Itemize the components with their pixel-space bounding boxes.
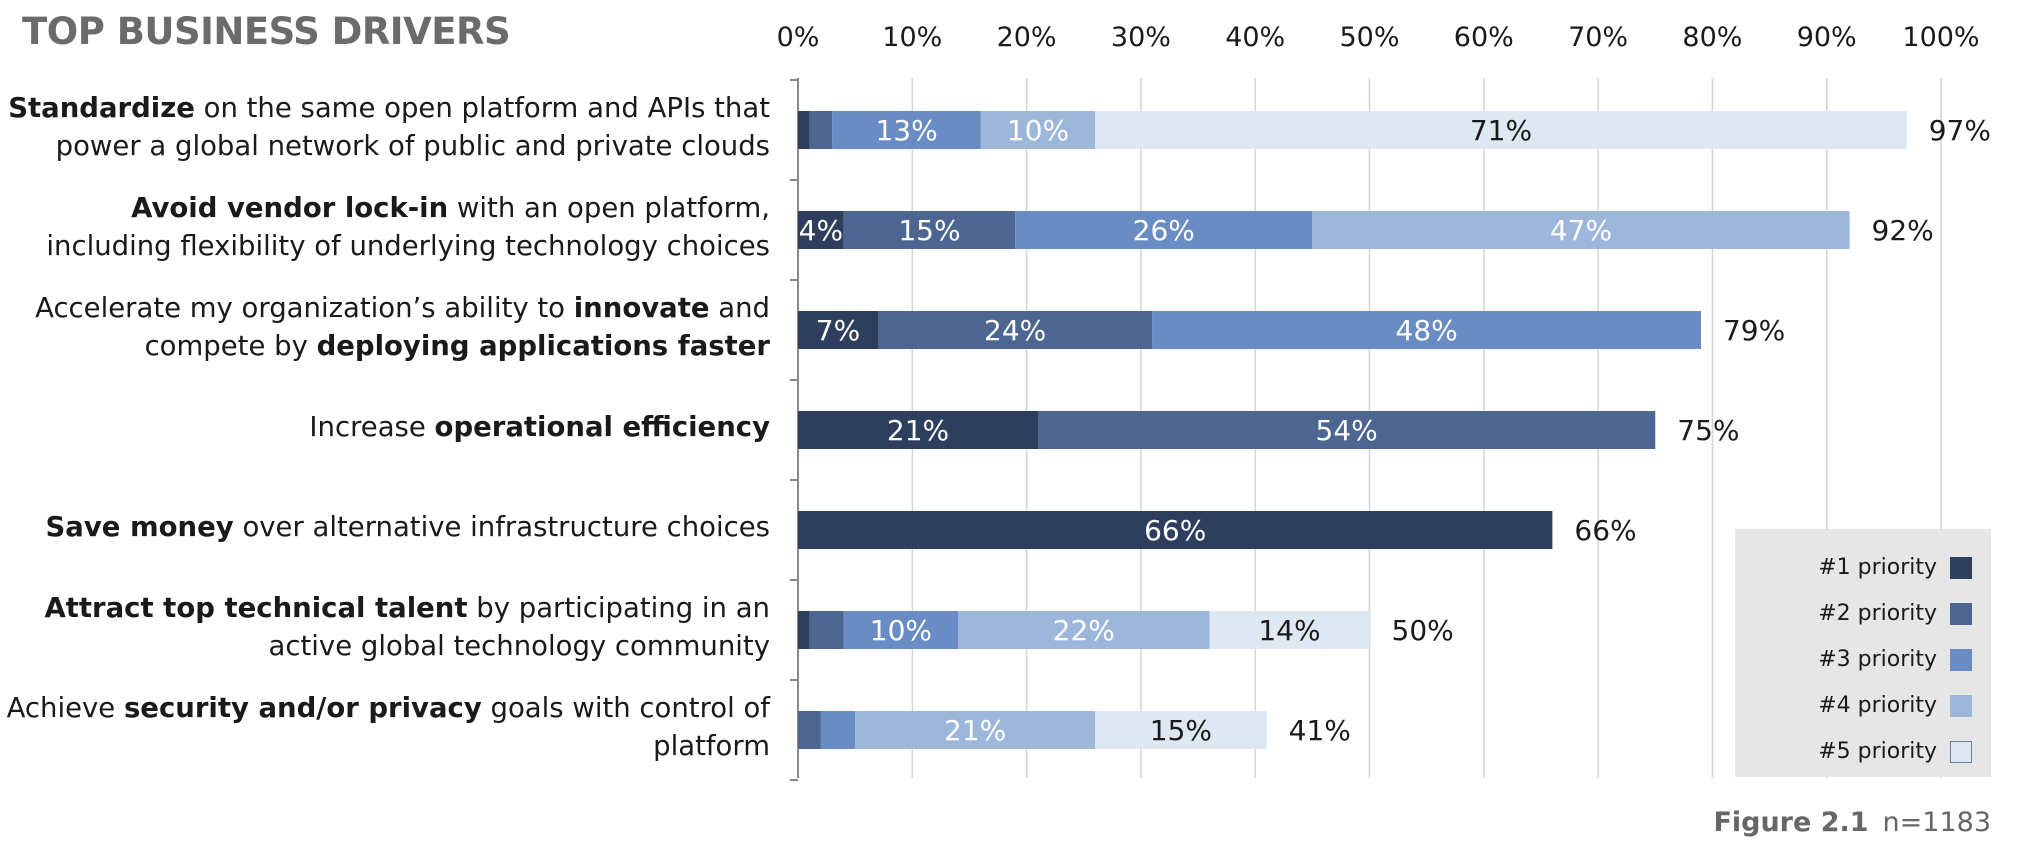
legend-item: #5 priority <box>1735 735 1991 771</box>
bar-segment-label: 22% <box>1053 614 1115 647</box>
category-label: Attract top technical talent by particip… <box>44 592 770 662</box>
legend-item: #2 priority <box>1735 597 1991 633</box>
x-tick-label: 70% <box>1568 22 1628 53</box>
category-label: Save money over alternative infrastructu… <box>45 511 770 543</box>
bar-segment-priority-5 <box>1095 111 1907 149</box>
bar-total-label: 97% <box>1929 114 1991 147</box>
bar-segment-priority-4 <box>855 711 1096 749</box>
legend-swatch <box>1950 741 1972 763</box>
legend-label: #3 priority <box>1818 647 1937 672</box>
bar-segment-label: 71% <box>1470 114 1532 147</box>
bar-segment-priority-5 <box>1095 711 1267 749</box>
bar-segment-label: 13% <box>875 114 937 147</box>
legend-swatch <box>1950 557 1972 579</box>
bar-segment-priority-5 <box>1209 611 1370 649</box>
bar-total-label: 79% <box>1723 314 1785 347</box>
figure-number: Figure 2.1 <box>1713 807 1869 838</box>
bar-segment-priority-3 <box>820 711 856 749</box>
legend-swatch <box>1950 649 1972 671</box>
bar-segment-label: 7% <box>816 314 860 347</box>
bar-segment-label: 15% <box>898 214 960 247</box>
x-tick-label: 50% <box>1339 22 1399 53</box>
bar-segment-label: 26% <box>1133 214 1195 247</box>
category-label: Achieve security and/or privacy goals wi… <box>6 692 770 762</box>
category-label: Increase operational efficiency <box>309 411 770 443</box>
bar-segment-label: 10% <box>1007 114 1069 147</box>
bar-segment-priority-2 <box>809 111 833 149</box>
legend: #1 priority #2 priority #3 priority #4 prio… <box>1735 529 1991 777</box>
bar-segment-priority-1 <box>798 311 879 349</box>
legend-label: #1 priority <box>1818 555 1937 580</box>
bar-total-label: 41% <box>1289 714 1351 747</box>
bar-segment-priority-3 <box>843 611 959 649</box>
bar-segment-priority-2 <box>878 311 1153 349</box>
x-tick-label: 80% <box>1682 22 1742 53</box>
bar-segment-priority-3 <box>1152 311 1701 349</box>
category-label: Avoid vendor lock-in with an open platfo… <box>46 192 770 262</box>
bar-segment-label: 4% <box>799 214 843 247</box>
x-tick-label: 20% <box>997 22 1057 53</box>
bar-segment-priority-2 <box>798 711 821 749</box>
bar-segment-label: 24% <box>984 314 1046 347</box>
sample-size: n=1183 <box>1882 807 1991 838</box>
bar-total-label: 92% <box>1872 214 1934 247</box>
x-tick-label: 40% <box>1225 22 1285 53</box>
bar-segment-priority-4 <box>1312 211 1850 249</box>
bar-segment-priority-2 <box>843 211 1016 249</box>
x-tick-label: 30% <box>1111 22 1171 53</box>
bar-segment-label: 66% <box>1144 514 1206 547</box>
bar-segment-priority-3 <box>832 111 981 149</box>
bar-segment-label: 15% <box>1150 714 1212 747</box>
bar-segment-label: 14% <box>1258 614 1320 647</box>
legend-label: #4 priority <box>1818 693 1937 718</box>
bar-segment-label: 48% <box>1396 314 1458 347</box>
legend-swatch <box>1950 603 1972 625</box>
legend-label: #5 priority <box>1818 739 1937 764</box>
x-tick-label: 90% <box>1797 22 1857 53</box>
category-label: Standardize on the same open platform an… <box>8 92 770 162</box>
legend-swatch <box>1950 695 1972 717</box>
bar-segment-label: 21% <box>944 714 1006 747</box>
bar-segment-priority-3 <box>1015 211 1313 249</box>
x-tick-label: 60% <box>1454 22 1514 53</box>
bar-segment-priority-1 <box>798 211 844 249</box>
legend-item: #3 priority <box>1735 643 1991 679</box>
bar-total-label: 75% <box>1677 414 1739 447</box>
x-tick-label: 0% <box>777 22 820 53</box>
legend-item: #1 priority <box>1735 551 1991 587</box>
category-label: Accelerate my organization’s ability to … <box>35 292 770 362</box>
bar-total-label: 50% <box>1392 614 1454 647</box>
bar-segment-priority-1 <box>798 511 1553 549</box>
bar-segment-priority-4 <box>958 611 1210 649</box>
legend-label: #2 priority <box>1818 601 1937 626</box>
legend-item: #4 priority <box>1735 689 1991 725</box>
bar-segment-priority-1 <box>798 411 1039 449</box>
bar-segment-label: 21% <box>887 414 949 447</box>
bar-segment-priority-1 <box>798 111 810 149</box>
bar-segment-label: 54% <box>1316 414 1378 447</box>
bar-segment-label: 47% <box>1550 214 1612 247</box>
figure-caption: Figure 2.1 n=1183 <box>1713 807 1991 838</box>
bar-segment-label: 10% <box>870 614 932 647</box>
bar-segment-priority-4 <box>980 111 1096 149</box>
bar-total-label: 66% <box>1574 514 1636 547</box>
bar-segment-priority-2 <box>1038 411 1656 449</box>
bar-segment-priority-2 <box>809 611 844 649</box>
x-tick-label: 100% <box>1902 22 1979 53</box>
chart-title: TOP BUSINESS DRIVERS <box>22 10 511 53</box>
x-tick-label: 10% <box>882 22 942 53</box>
bar-segment-priority-1 <box>798 611 810 649</box>
